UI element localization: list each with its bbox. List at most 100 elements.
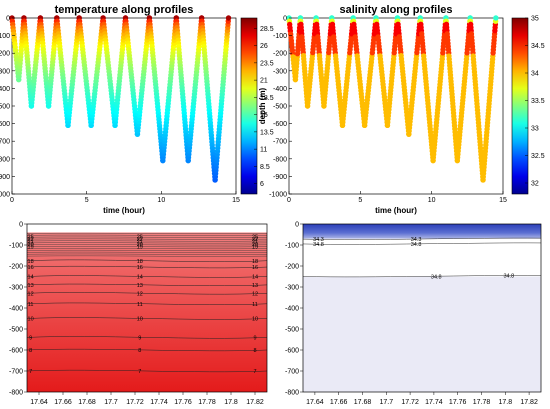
temperature-section-contour-line bbox=[26, 236, 268, 238]
salinity-ytick-label: -900 bbox=[273, 174, 287, 181]
temperature-section-contour-line bbox=[26, 249, 268, 251]
temperature-ytick-label: -100 bbox=[0, 33, 10, 40]
temperature-section-contour-label: 20 bbox=[137, 242, 143, 248]
salinity-section-ytick-label: -500 bbox=[285, 327, 299, 334]
temperature-section-fill bbox=[27, 232, 267, 392]
salinity-title: salinity along profiles bbox=[339, 4, 452, 16]
temperature-section-ytick-label: -800 bbox=[9, 390, 23, 397]
salinity-section-contour-label: 34.8 bbox=[431, 275, 442, 281]
temperature-ytick-label: -200 bbox=[0, 51, 10, 58]
temperature-section-contour-line bbox=[26, 292, 268, 295]
temperature-xtick-label: 5 bbox=[85, 197, 89, 204]
salinity-colorbar bbox=[511, 17, 529, 195]
temperature-section-contour-line bbox=[26, 259, 268, 262]
salinity-ytick-label: -800 bbox=[273, 156, 287, 163]
salinity-xtick-label: 10 bbox=[428, 197, 436, 204]
salinity-ylabel: depth (m) bbox=[258, 87, 267, 124]
temperature-section-contour-line bbox=[26, 234, 268, 236]
salinity-section-ytick-label: -200 bbox=[285, 264, 299, 271]
salinity-section-surface-band bbox=[303, 224, 541, 239]
temperature-section-contour-line bbox=[26, 283, 268, 287]
temperature-colorbar-tick-label: 18.5 bbox=[260, 95, 274, 102]
temperature-points bbox=[9, 15, 232, 183]
temperature-colorbar-tick-label: 21 bbox=[260, 78, 268, 85]
temperature-section-contour-line bbox=[26, 238, 268, 240]
temperature-section-contour-label: 22 bbox=[28, 237, 34, 243]
temperature-xtick-label: 0 bbox=[10, 197, 14, 204]
temperature-ytick-label: -800 bbox=[0, 156, 10, 163]
temperature-colorbar-tick-label: 13.5 bbox=[260, 129, 274, 136]
salinity-ytick-label: -700 bbox=[273, 139, 287, 146]
temperature-section-xtick-label: 17.66 bbox=[54, 399, 72, 406]
temperature-section-contour-label: 13 bbox=[137, 283, 143, 289]
temperature-section-contour-label: 18 bbox=[137, 259, 143, 265]
temperature-ytick-label: -900 bbox=[0, 174, 10, 181]
salinity-colorbar-tick-label: 33.5 bbox=[531, 98, 545, 105]
temperature-colorbar bbox=[240, 17, 258, 195]
salinity-ytick-label: 0 bbox=[283, 16, 287, 23]
temperature-section-xtick-label: 17.78 bbox=[198, 399, 216, 406]
salinity-section-contour-label: 34.3 bbox=[411, 237, 422, 243]
salinity-section-contour-label: 34.8 bbox=[504, 274, 515, 280]
temperature-section-xtick-label: 17.8 bbox=[224, 399, 238, 406]
salinity-ytick-label: -500 bbox=[273, 104, 287, 111]
temperature-section-ytick-label: -300 bbox=[9, 285, 23, 292]
temperature-xtick-label: 15 bbox=[232, 197, 240, 204]
temperature-section-contour-label: 25 bbox=[252, 235, 258, 241]
temperature-section-xtick-label: 17.72 bbox=[126, 399, 144, 406]
salinity-section-contour-label: 34.3 bbox=[313, 237, 324, 243]
salinity-ytick-label: -100 bbox=[273, 33, 287, 40]
temperature-section-contour-line bbox=[26, 246, 268, 248]
temperature-section-xtick-label: 17.74 bbox=[150, 399, 168, 406]
temperature-colorbar-tick-label: 6 bbox=[260, 181, 264, 188]
salinity-section-xtick-label: 17.74 bbox=[425, 399, 443, 406]
temperature-section-contour-label: 8 bbox=[253, 348, 256, 354]
temperature-section-contour-label: 13 bbox=[252, 283, 258, 289]
salinity-section-contour-line bbox=[302, 275, 542, 278]
salinity-xtick-label: 15 bbox=[499, 197, 507, 204]
salinity-section-xtick-label: 17.76 bbox=[449, 399, 467, 406]
temperature-section-contour-line bbox=[26, 275, 268, 278]
temperature-section-contour-line bbox=[26, 317, 268, 320]
temperature-section-contour-label: 21 bbox=[137, 240, 143, 246]
temperature-colorbar-tick-label: 23.5 bbox=[260, 60, 274, 67]
salinity-section-xtick-label: 17.8 bbox=[498, 399, 512, 406]
temperature-section-contour-label: 16 bbox=[137, 265, 143, 271]
temperature-section-contour-label: 14 bbox=[137, 275, 143, 281]
temperature-ytick-label: -400 bbox=[0, 86, 10, 93]
temperature-ytick-label: -1000 bbox=[0, 192, 10, 199]
salinity-section-ytick-label: -300 bbox=[285, 285, 299, 292]
salinity-section-xtick-label: 17.66 bbox=[330, 399, 348, 406]
temperature-section-top-band bbox=[27, 224, 267, 233]
salinity-section-ytick-label: -100 bbox=[285, 243, 299, 250]
temperature-section-contour-label: 9 bbox=[138, 335, 141, 341]
salinity-ytick-label: -400 bbox=[273, 86, 287, 93]
salinity-panel: salinity along profiles 0 -100 -200 -300 -400… bbox=[258, 4, 545, 215]
temperature-section-contour-label: 19 bbox=[28, 245, 34, 251]
temperature-colorbar-tick-label: 16 bbox=[260, 112, 268, 119]
salinity-ytick-label: -200 bbox=[273, 51, 287, 58]
temperature-section-ytick-label: -500 bbox=[9, 327, 23, 334]
temperature-section-contour-label: 19 bbox=[137, 245, 143, 251]
temperature-section-xtick-label: 17.68 bbox=[78, 399, 96, 406]
temperature-section-xtick-label: 17.76 bbox=[174, 399, 192, 406]
temperature-section-contour-label: 11 bbox=[252, 302, 258, 308]
temperature-section-contour-label: 14 bbox=[28, 275, 34, 281]
temperature-colorbar-tick-label: 26 bbox=[260, 43, 268, 50]
temperature-section-contour-line bbox=[26, 253, 268, 255]
salinity-section-ytick-label: -800 bbox=[285, 390, 299, 397]
salinity-points bbox=[286, 15, 499, 183]
salinity-section-xtick-label: 17.72 bbox=[401, 399, 419, 406]
temperature-section-ytick-label: 0 bbox=[19, 222, 23, 229]
temperature-section-contour-label: 13 bbox=[28, 283, 34, 289]
temperature-section-contour-label: 12 bbox=[28, 291, 34, 297]
salinity-ytick-label: -300 bbox=[273, 68, 287, 75]
temperature-colorbar-tick-label: 8.5 bbox=[260, 164, 270, 171]
temperature-section-contour-line bbox=[26, 265, 268, 269]
temperature-section-xtick-label: 17.82 bbox=[246, 399, 264, 406]
salinity-section-mid-band bbox=[303, 238, 541, 277]
temperature-colorbar-tick-label: 11 bbox=[260, 147, 267, 154]
temperature-section-contour-line bbox=[26, 248, 268, 250]
temperature-section-xtick-label: 17.7 bbox=[104, 399, 118, 406]
